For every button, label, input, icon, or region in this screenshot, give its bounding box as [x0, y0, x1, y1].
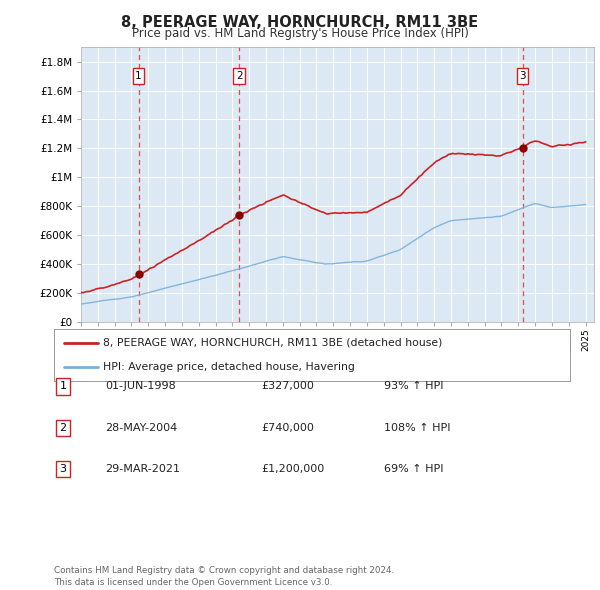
Text: 2: 2 — [59, 423, 67, 432]
Text: 1: 1 — [135, 71, 142, 81]
Text: Price paid vs. HM Land Registry's House Price Index (HPI): Price paid vs. HM Land Registry's House … — [131, 27, 469, 40]
Text: £327,000: £327,000 — [261, 382, 314, 391]
Text: 69% ↑ HPI: 69% ↑ HPI — [384, 464, 443, 474]
Text: £1,200,000: £1,200,000 — [261, 464, 324, 474]
Text: 1: 1 — [59, 382, 67, 391]
Text: £740,000: £740,000 — [261, 423, 314, 432]
Text: HPI: Average price, detached house, Havering: HPI: Average price, detached house, Have… — [103, 362, 355, 372]
Text: 29-MAR-2021: 29-MAR-2021 — [105, 464, 180, 474]
Text: 93% ↑ HPI: 93% ↑ HPI — [384, 382, 443, 391]
Text: 108% ↑ HPI: 108% ↑ HPI — [384, 423, 451, 432]
Text: Contains HM Land Registry data © Crown copyright and database right 2024.
This d: Contains HM Land Registry data © Crown c… — [54, 566, 394, 587]
Text: 3: 3 — [59, 464, 67, 474]
Text: 28-MAY-2004: 28-MAY-2004 — [105, 423, 177, 432]
Text: 3: 3 — [519, 71, 526, 81]
Text: 8, PEERAGE WAY, HORNCHURCH, RM11 3BE: 8, PEERAGE WAY, HORNCHURCH, RM11 3BE — [121, 15, 479, 30]
Text: 2: 2 — [236, 71, 242, 81]
Text: 8, PEERAGE WAY, HORNCHURCH, RM11 3BE (detached house): 8, PEERAGE WAY, HORNCHURCH, RM11 3BE (de… — [103, 337, 442, 348]
Text: 01-JUN-1998: 01-JUN-1998 — [105, 382, 176, 391]
